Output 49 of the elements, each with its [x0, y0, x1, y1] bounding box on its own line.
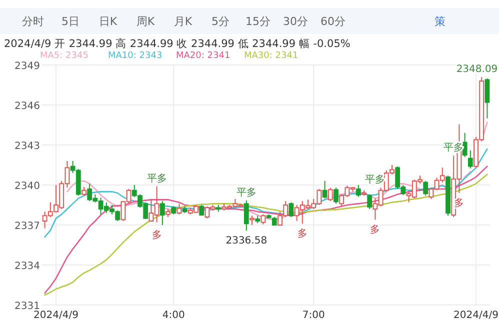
candlestick	[328, 187, 333, 202]
chart-subtitle: 2024/4/9 开 2344.99 高 2344.99 收 2344.99 低 2344.99 幅 -0.05%	[4, 37, 350, 50]
candlestick	[250, 215, 254, 226]
candlestick	[356, 184, 361, 198]
x-tick-label: 2024/4/9	[34, 310, 78, 321]
y-tick-label: 2346	[14, 101, 40, 112]
annotation: 2348.09	[456, 64, 498, 76]
candlestick	[367, 194, 372, 210]
y-tick-label: 2337	[14, 221, 40, 232]
x-tick-label: 2024/4/9	[454, 310, 498, 321]
candlestick	[423, 180, 428, 196]
x-tick-label: 4:00	[162, 310, 185, 321]
candlestick	[288, 202, 294, 218]
annotation: 多	[370, 224, 380, 236]
candlestick	[160, 200, 165, 226]
annotation: 2336.58	[226, 236, 268, 247]
text: 15分	[246, 15, 270, 28]
text: MA5: 2345	[40, 51, 88, 61]
x-tick-label: 7:00	[302, 310, 325, 321]
text: 日K	[98, 15, 118, 28]
candlestick	[176, 203, 182, 215]
annotation: 平多	[236, 186, 256, 198]
annotation: 多	[297, 228, 308, 240]
candlestick	[322, 180, 328, 199]
text: MA10: 2343	[108, 51, 162, 61]
text: 5日	[62, 15, 80, 28]
candlestick	[484, 78, 490, 119]
y-tick-label: 2334	[14, 261, 40, 272]
text: MA20: 2341	[176, 51, 230, 61]
text: 60分	[320, 15, 346, 28]
y-tick-label: 2340	[14, 181, 40, 192]
y-tick-label: 2331	[14, 301, 40, 312]
text: 周K	[136, 15, 156, 28]
y-tick-label: 2349	[14, 61, 40, 72]
annotation: 平多	[365, 174, 386, 186]
text: 5分	[212, 15, 230, 28]
annotation: 平多	[146, 172, 167, 184]
y-tick-label: 2343	[14, 141, 40, 152]
candlestick	[468, 150, 473, 169]
candlestick	[334, 187, 338, 204]
candlestick	[260, 214, 266, 225]
text: 30分	[283, 15, 308, 28]
text: 策	[434, 15, 446, 28]
text: 分时	[22, 15, 44, 28]
candlestick	[462, 132, 468, 158]
text: MA30: 2341	[244, 51, 298, 61]
candlestick	[244, 200, 249, 232]
annotation: 多	[152, 229, 162, 241]
text: 月K	[174, 15, 193, 28]
